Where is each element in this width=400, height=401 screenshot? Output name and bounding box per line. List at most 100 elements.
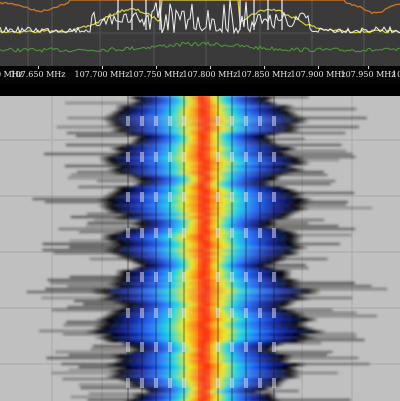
waterfall-wisp bbox=[271, 132, 346, 134]
waterfall-wisp bbox=[282, 357, 359, 359]
waterfall-row bbox=[128, 102, 279, 106]
waterfall-row bbox=[125, 174, 284, 178]
waterfall-row bbox=[113, 186, 290, 190]
waterfall-wisp bbox=[283, 354, 328, 356]
waterfall-wisp bbox=[80, 387, 151, 389]
waterfall-row bbox=[122, 399, 282, 401]
carrier-notch bbox=[272, 342, 276, 352]
carrier-notch bbox=[258, 308, 262, 318]
axis-label-fragment-left: 0 MHz bbox=[0, 70, 24, 79]
waterfall-wisp bbox=[67, 177, 143, 179]
waterfall-wisp bbox=[90, 348, 142, 350]
carrier-notch bbox=[140, 342, 144, 352]
carrier-notch bbox=[126, 272, 130, 282]
axis-label: 107.700 MHz bbox=[74, 70, 130, 79]
waterfall-row bbox=[105, 210, 302, 214]
waterfall-row bbox=[111, 276, 293, 280]
axis-tick-mark bbox=[264, 66, 265, 69]
carrier-notch bbox=[272, 152, 276, 162]
waterfall-row bbox=[107, 369, 303, 373]
carrier-notch bbox=[140, 192, 144, 202]
waterfall-row bbox=[105, 123, 301, 127]
waterfall-row bbox=[100, 315, 309, 319]
waterfall-row bbox=[93, 324, 309, 328]
waterfall-wisp bbox=[297, 204, 346, 206]
waterfall-row bbox=[100, 207, 310, 211]
carrier-notch bbox=[126, 342, 130, 352]
waterfall-row bbox=[110, 171, 293, 175]
waterfall-wisp bbox=[68, 354, 120, 356]
waterfall-row bbox=[110, 279, 302, 283]
carrier-notch bbox=[244, 342, 248, 352]
waterfall-wisp bbox=[44, 201, 111, 203]
carrier-notch bbox=[244, 152, 248, 162]
waterfall-wisp bbox=[75, 135, 146, 137]
carrier-notch bbox=[140, 228, 144, 238]
carrier-notch bbox=[182, 272, 186, 282]
waterfall-wisp bbox=[69, 246, 116, 248]
waterfall-wisp bbox=[70, 174, 136, 176]
waterfall-row bbox=[106, 168, 307, 172]
waterfall-wisp bbox=[78, 366, 126, 368]
waterfall-wisp bbox=[294, 156, 356, 158]
waterfall-row bbox=[102, 249, 301, 253]
carrier-notch bbox=[230, 228, 234, 238]
waterfall-row bbox=[96, 198, 314, 202]
waterfall-wisp bbox=[62, 378, 128, 380]
carrier-notch bbox=[216, 272, 220, 282]
carrier-notch bbox=[168, 378, 172, 388]
waterfall-wisp bbox=[280, 108, 357, 110]
waterfall-display[interactable] bbox=[0, 96, 400, 401]
carrier-notch bbox=[182, 152, 186, 162]
carrier-notch bbox=[272, 228, 276, 238]
waterfall-row bbox=[109, 153, 293, 157]
carrier-notch bbox=[230, 342, 234, 352]
waterfall-row bbox=[94, 318, 319, 322]
trace-green bbox=[0, 41, 400, 53]
axis-label: 107.800 MHz bbox=[182, 70, 238, 79]
waterfall-wisp bbox=[70, 216, 122, 218]
waterfall-row bbox=[102, 294, 307, 298]
waterfall-row bbox=[84, 330, 327, 334]
waterfall-wisp bbox=[32, 198, 107, 200]
waterfall-wisp bbox=[298, 315, 378, 317]
waterfall-wisp bbox=[299, 207, 373, 209]
waterfall-row bbox=[110, 372, 301, 376]
waterfall-wisp bbox=[307, 336, 357, 338]
waterfall-row bbox=[136, 180, 272, 184]
carrier-notch bbox=[154, 342, 158, 352]
carrier-notch bbox=[154, 152, 158, 162]
waterfall-wisp bbox=[68, 369, 118, 371]
waterfall-row bbox=[111, 126, 302, 130]
waterfall-wisp bbox=[63, 324, 104, 326]
carrier-notch bbox=[258, 192, 262, 202]
carrier-notch bbox=[140, 152, 144, 162]
carrier-notch bbox=[216, 342, 220, 352]
waterfall-row bbox=[138, 264, 270, 268]
waterfall-wisp bbox=[282, 153, 353, 155]
waterfall-wisp bbox=[300, 201, 348, 203]
waterfall-wisp bbox=[66, 321, 108, 323]
waterfall-wisp bbox=[268, 222, 309, 224]
waterfall-wisp bbox=[65, 102, 138, 104]
carrier-notch bbox=[272, 378, 276, 388]
waterfall-signal bbox=[26, 96, 388, 401]
waterfall-wisp bbox=[272, 399, 351, 401]
spectrum-plot[interactable] bbox=[0, 0, 400, 66]
waterfall-wisp bbox=[67, 285, 120, 287]
waterfall-wisp bbox=[42, 243, 121, 245]
axis-tick-mark bbox=[156, 66, 157, 69]
waterfall-wisp bbox=[296, 192, 355, 194]
waterfall-row bbox=[101, 339, 308, 343]
waterfall-row bbox=[131, 138, 275, 142]
waterfall-wisp bbox=[87, 222, 142, 224]
waterfall-wisp bbox=[300, 333, 356, 335]
carrier-notch bbox=[244, 116, 248, 126]
waterfall-row bbox=[124, 381, 286, 385]
waterfall-wisp bbox=[267, 219, 325, 221]
carrier-notch bbox=[244, 308, 248, 318]
carrier-notch bbox=[126, 378, 130, 388]
spectrum-traces bbox=[0, 0, 400, 66]
waterfall-row bbox=[117, 378, 290, 382]
waterfall-wisp bbox=[297, 339, 365, 341]
